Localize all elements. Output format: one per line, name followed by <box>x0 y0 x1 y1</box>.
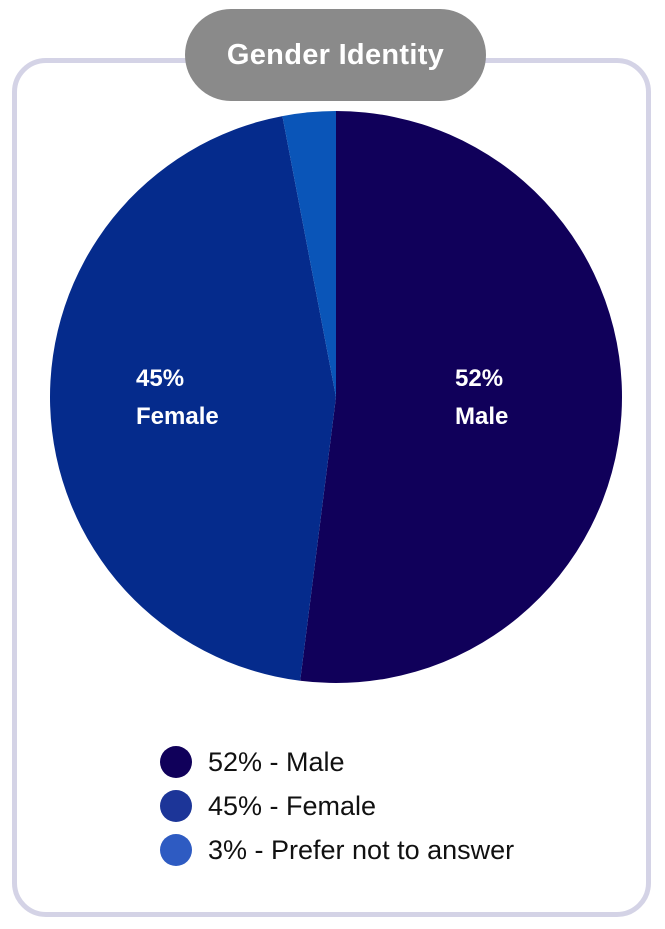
legend-item-prefer-not: 3% - Prefer not to answer <box>160 828 514 872</box>
legend-item-male: 52% - Male <box>160 740 514 784</box>
legend: 52% - Male 45% - Female 3% - Prefer not … <box>160 740 514 872</box>
pie-slice-male <box>300 111 622 683</box>
legend-swatch-male <box>160 746 192 778</box>
legend-swatch-prefer-not <box>160 834 192 866</box>
legend-label-prefer-not: 3% - Prefer not to answer <box>208 834 515 865</box>
pie-slice-female <box>50 116 336 681</box>
legend-item-female: 45% - Female <box>160 784 514 828</box>
legend-label-male: 52% - Male <box>208 746 345 777</box>
legend-swatch-female <box>160 790 192 822</box>
chart-title: Gender Identity <box>185 9 486 101</box>
pie-slice-prefer-not-to-answer <box>282 111 336 397</box>
slice-label-female: 45% Female <box>136 365 219 430</box>
slice-label-male: 52% Male <box>455 365 508 430</box>
legend-label-female: 45% - Female <box>208 790 377 821</box>
